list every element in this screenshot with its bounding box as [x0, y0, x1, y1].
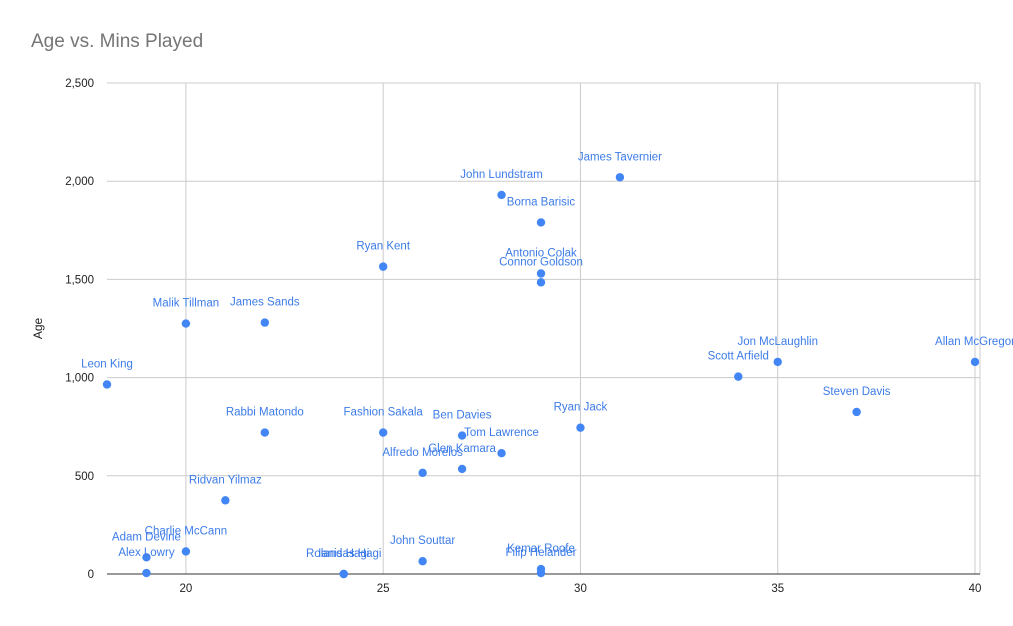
data-point	[457, 464, 467, 474]
point-label: Borna Barisic	[507, 196, 576, 208]
point-label: Ryan Jack	[554, 402, 608, 414]
y-tick-label: 1,000	[65, 373, 94, 385]
point-label: John Souttar	[390, 535, 455, 547]
tick-labels: 0 500 1,000 1,500 2,000 2,500 20 25 30 35 40	[65, 78, 981, 595]
data-point	[102, 380, 112, 389]
gridlines	[107, 82, 981, 574]
data-point	[773, 357, 782, 367]
data-point	[418, 557, 427, 566]
point-label: Alfredo Morelos	[382, 447, 463, 459]
point-label: Ben Davies	[433, 410, 492, 422]
x-tick-label: 35	[771, 583, 784, 595]
data-point	[378, 428, 388, 437]
data-point	[260, 318, 270, 327]
point-label: Adam Devine	[112, 531, 181, 543]
point-label: Kemar Roofe	[507, 543, 575, 555]
y-tick-label: 500	[75, 471, 94, 483]
data-point	[457, 431, 467, 440]
data-point	[852, 407, 861, 417]
data-point	[497, 449, 506, 458]
point-label: Connor Goldson	[499, 256, 583, 268]
point-label: Charlie McCann	[145, 525, 227, 537]
point-label: Glen Kamara	[428, 443, 496, 455]
point-label: Rolandas Hagi	[306, 548, 381, 560]
point-labels: James Tavernier John Lundstram Borna Baris…	[81, 151, 1013, 560]
point-label: Jon McLaughlin	[737, 336, 818, 348]
y-tick-label: 2,000	[65, 176, 94, 188]
point-label: Fashion Sakala	[344, 407, 424, 419]
data-point	[497, 190, 506, 200]
data-point	[970, 357, 980, 367]
x-tick-label: 20	[180, 583, 193, 595]
point-label: Steven Davis	[823, 386, 891, 398]
point-label: John Lundstram	[460, 169, 542, 181]
data-point	[536, 568, 546, 578]
point-label: Allan McGregor	[935, 336, 1013, 348]
point-label: Tom Lawrence	[464, 427, 539, 439]
y-axis-label: Age	[31, 318, 45, 340]
point-label: Scott Arfield	[708, 351, 769, 363]
y-tick-label: 1,500	[65, 274, 94, 286]
data-point	[734, 372, 743, 381]
data-point	[576, 423, 585, 432]
point-label: Alex Lowry	[118, 547, 174, 559]
point-label: Ryan Kent	[356, 241, 411, 253]
point-label: Ianis Hagi	[318, 548, 369, 560]
x-tick-label: 40	[969, 583, 982, 595]
data-point	[339, 569, 348, 579]
point-label: James Tavernier	[578, 151, 662, 163]
chart-title: Age vs. Mins Played	[31, 31, 204, 52]
data-point	[536, 278, 546, 287]
data-point	[142, 553, 151, 562]
point-label: Malik Tillman	[153, 298, 219, 310]
y-tick-label: 0	[88, 569, 94, 581]
data-point	[181, 319, 191, 328]
data-point	[536, 269, 546, 278]
x-tick-label: 25	[377, 583, 390, 595]
point-label: Antonio Colak	[505, 248, 577, 260]
data-point	[260, 428, 270, 437]
x-tick-label: 30	[574, 583, 587, 595]
point-label: James Sands	[230, 297, 300, 309]
data-points	[102, 173, 980, 579]
data-point	[536, 218, 546, 227]
data-point	[221, 496, 230, 505]
point-label: Leon King	[81, 358, 133, 370]
data-point	[181, 547, 191, 556]
data-point	[378, 262, 388, 271]
point-label: Ridvan Yilmaz	[189, 474, 262, 486]
point-label: Rabbi Matondo	[226, 407, 304, 419]
point-label: Filip Helander	[506, 547, 577, 559]
data-point	[142, 568, 151, 578]
data-point	[418, 468, 427, 478]
y-tick-label: 2,500	[65, 78, 94, 90]
data-point	[615, 173, 625, 182]
